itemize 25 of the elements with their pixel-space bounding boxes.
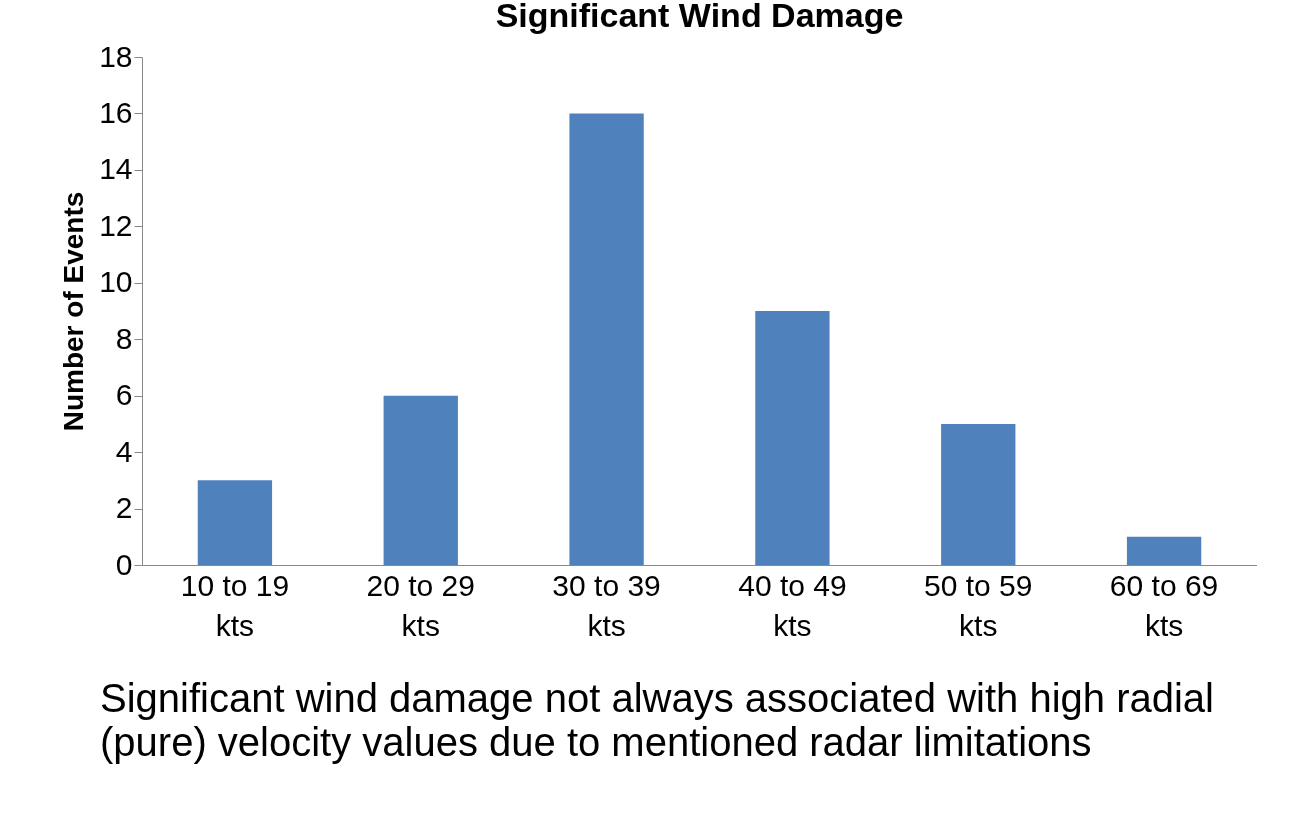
- bar: [941, 423, 1016, 565]
- bar: [197, 480, 273, 565]
- x-tick-label: 40 to 49 kts: [738, 568, 847, 642]
- chart-title: Significant Wind Damage: [495, 0, 904, 34]
- text: Significant wind damage not always associated with high radial (pure) velocity values due to mentioned radar limitations: [100, 676, 1215, 764]
- bar: [1126, 536, 1202, 565]
- x-tick-label: 10 to 19 kts: [180, 568, 290, 642]
- y-tick-label: 0: [115, 547, 133, 581]
- y-tick-label: 8: [115, 321, 133, 355]
- y-tick-label: 16: [99, 95, 133, 129]
- y-tick-label: 10: [99, 265, 133, 299]
- bar: [383, 395, 458, 565]
- x-tick-label: 20 to 29 kts: [366, 568, 475, 642]
- y-tick-label: 2: [115, 491, 133, 525]
- y-tick-label: 4: [115, 434, 133, 468]
- y-tick-label: 18: [99, 39, 133, 73]
- x-tick-label: 30 to 39 kts: [552, 568, 661, 642]
- bar: [569, 113, 644, 565]
- y-tick-label: 12: [99, 208, 133, 242]
- x-tick-label: 50 to 59 kts: [924, 568, 1033, 642]
- y-tick-label: 6: [115, 378, 133, 412]
- y-axis-title: Number of Events: [58, 191, 90, 432]
- y-tick-label: 14: [99, 152, 133, 186]
- x-tick-label: 60 to 69 kts: [1109, 568, 1219, 642]
- bar: [755, 311, 830, 565]
